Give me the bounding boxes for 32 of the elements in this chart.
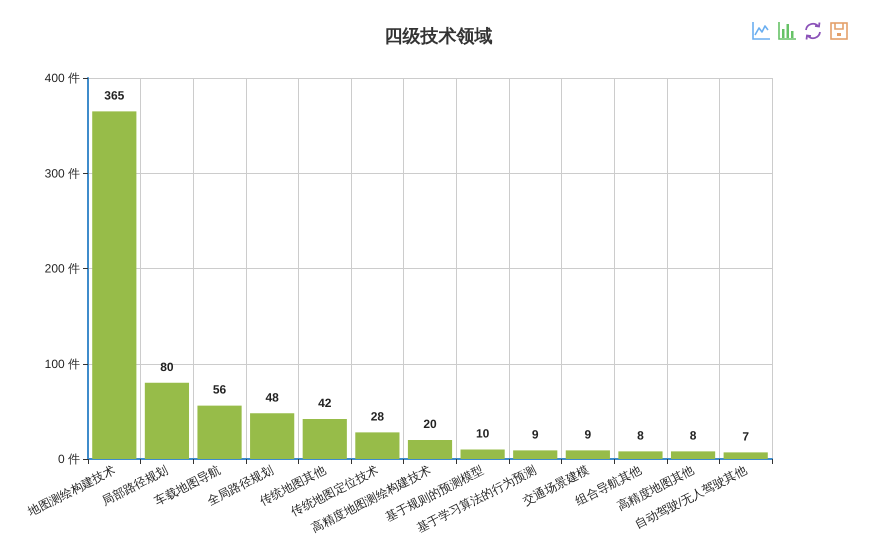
y-tick-label: 100 件 [44,356,80,371]
bar [92,111,136,459]
y-tick-label: 300 件 [44,166,80,180]
data-label: 56 [212,382,227,397]
data-label: 20 [423,416,437,431]
bar [513,450,558,459]
bar [355,432,400,459]
bar [724,452,768,459]
data-label: 28 [370,409,384,424]
data-label: 9 [584,427,592,442]
data-label: 8 [637,428,644,442]
bar [460,449,505,459]
data-label: 7 [742,429,750,444]
bar [670,451,716,459]
data-label: 42 [318,396,332,410]
y-tick-label: 0 件 [58,452,80,466]
bar [302,418,347,459]
data-label: 365 [104,88,125,102]
data-label: 80 [160,360,174,374]
data-label: 48 [265,390,280,404]
bar [250,413,294,459]
bar [408,440,452,459]
bar [144,382,190,459]
data-label: 9 [532,427,539,442]
bar [618,451,663,459]
y-tick-label: 200 件 [44,262,80,276]
bar [197,406,242,459]
data-label: 8 [690,428,697,442]
chart-title: 四级技术领域 [384,26,492,46]
bar [566,450,610,459]
data-label: 10 [476,426,490,440]
y-tick-label: 400 件 [44,71,80,85]
